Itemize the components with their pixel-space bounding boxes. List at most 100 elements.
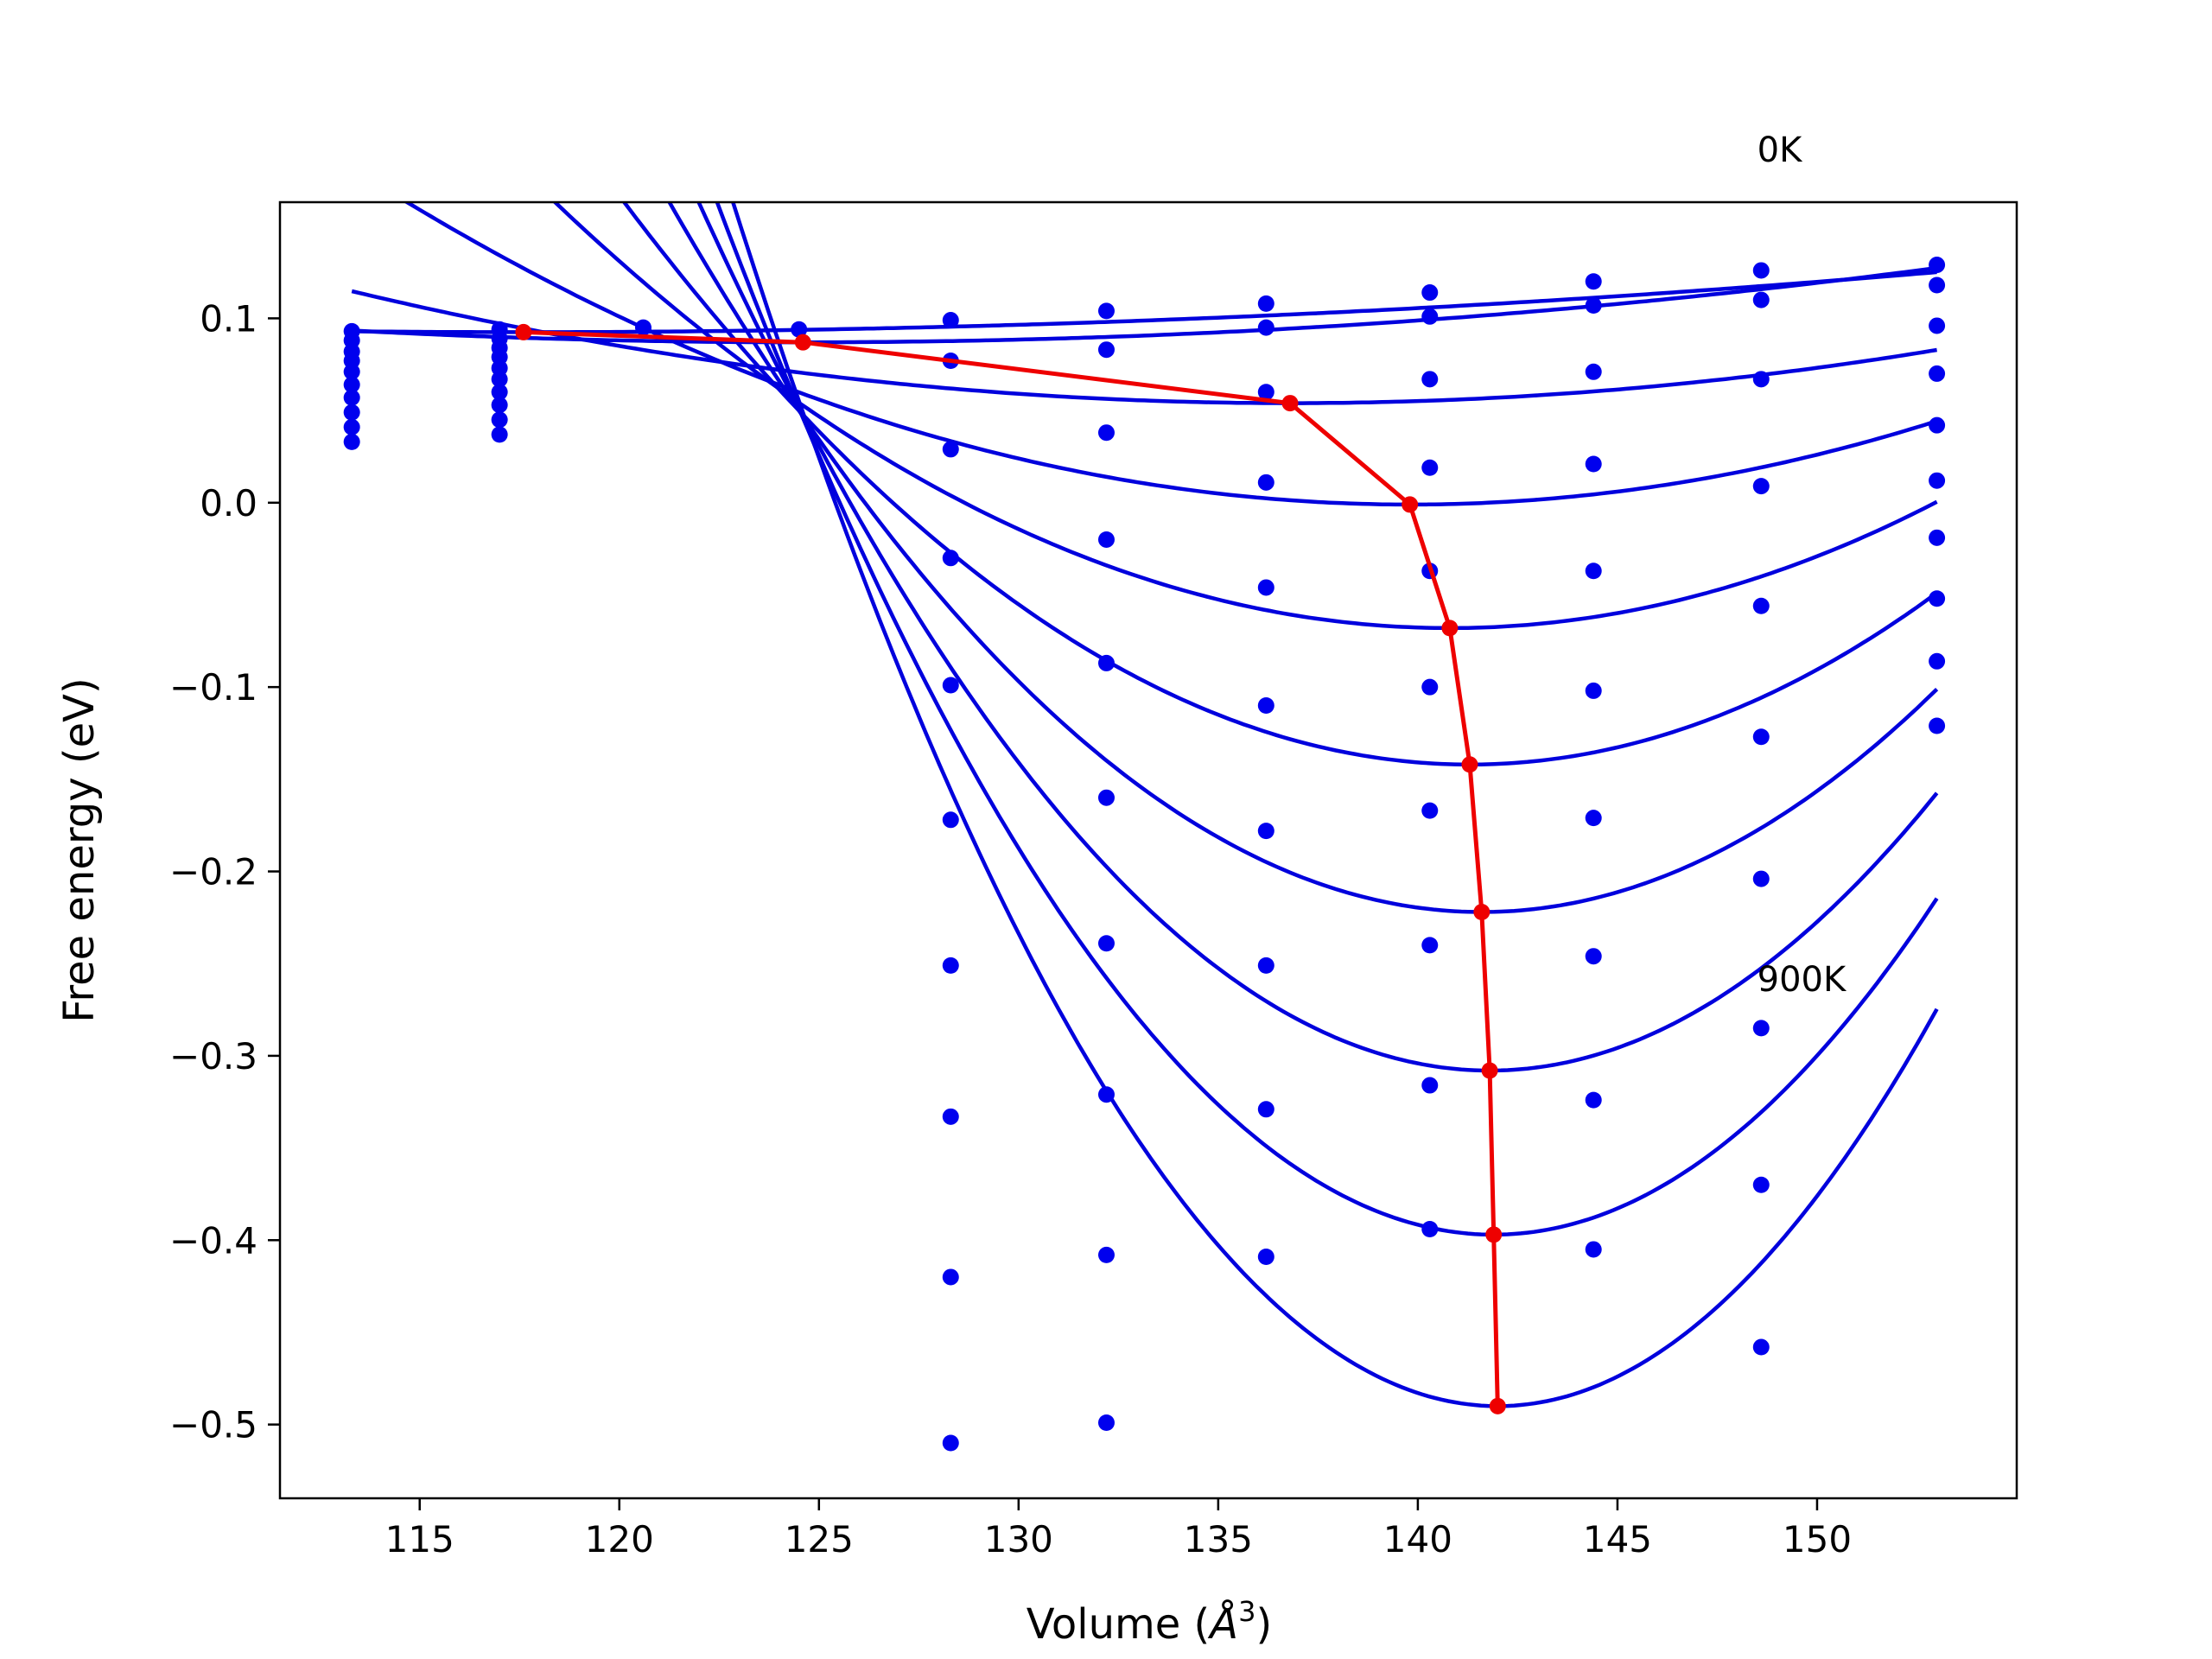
data-point (1752, 371, 1770, 388)
data-point (491, 371, 508, 388)
y-axis-ticks: −0.5 −0.4 −0.3 −0.2 −0.1 0.0 0.1 (169, 297, 280, 1446)
data-point (942, 312, 959, 329)
data-point (1257, 579, 1274, 596)
data-point (1752, 478, 1770, 495)
data-point (1257, 474, 1274, 491)
annotations: 0K 900K (1758, 130, 1847, 1000)
data-point (1929, 590, 1946, 607)
y-tick-label: −0.1 (169, 666, 257, 709)
fit-curve-3 (403, 202, 1938, 507)
data-point (1097, 1414, 1115, 1432)
data-point (1097, 789, 1115, 806)
minimum-point (1481, 1062, 1498, 1079)
y-tick-label: −0.3 (169, 1035, 257, 1077)
data-point (942, 677, 959, 694)
data-point (1929, 472, 1946, 489)
data-points (343, 257, 1946, 1452)
minimum-point (1489, 1397, 1506, 1414)
data-point (1097, 424, 1115, 442)
data-point (1421, 1220, 1439, 1237)
data-point (942, 441, 959, 458)
data-point (1257, 957, 1274, 974)
minimum-point (1441, 620, 1459, 637)
data-point (1097, 341, 1115, 359)
data-point (1752, 262, 1770, 279)
data-point (1752, 870, 1770, 887)
data-point (942, 1108, 959, 1125)
y-tick-label: 0.0 (200, 482, 257, 524)
data-point (1421, 459, 1439, 476)
x-tick-label: 150 (1783, 1518, 1852, 1560)
x-tick-label: 125 (785, 1518, 854, 1560)
data-point (942, 550, 959, 567)
data-point (1752, 728, 1770, 746)
fit-curve-4 (552, 202, 1938, 631)
data-point (343, 418, 360, 435)
data-point (1257, 697, 1274, 715)
data-point (491, 426, 508, 443)
data-point (1421, 308, 1439, 325)
data-point (491, 384, 508, 401)
data-point (791, 321, 808, 338)
data-point (1097, 302, 1115, 320)
fit-curve-1 (352, 265, 1937, 345)
data-point (1257, 295, 1274, 312)
minimum-point (794, 334, 811, 351)
data-point (343, 389, 360, 406)
x-axis-ticks: 115 120 125 130 135 140 145 150 (385, 1498, 1852, 1560)
data-point (1421, 802, 1439, 819)
data-point (1585, 455, 1602, 473)
fit-curve-7 (696, 202, 1939, 1073)
fit-curve-8 (715, 202, 1939, 1237)
minimum-energy-line (515, 323, 1506, 1414)
data-point (1752, 1020, 1770, 1037)
x-tick-label: 115 (385, 1518, 454, 1560)
data-point (1585, 563, 1602, 580)
minimum-point (1402, 496, 1419, 513)
minimum-point (1473, 903, 1491, 920)
annotation-label: 900K (1758, 960, 1847, 1000)
data-point (1097, 1246, 1115, 1263)
x-axis-label-main: Volume ( (1027, 1600, 1211, 1649)
x-axis-label: Volume (Å3) (1027, 1595, 1272, 1649)
data-point (942, 1268, 959, 1286)
data-point (1929, 257, 1946, 274)
data-point (1421, 371, 1439, 388)
x-tick-label: 120 (585, 1518, 654, 1560)
data-point (1585, 682, 1602, 699)
data-point (1585, 948, 1602, 965)
data-point (1752, 1338, 1770, 1356)
data-point (1752, 1176, 1770, 1193)
y-tick-label: −0.5 (169, 1404, 257, 1446)
data-point (1585, 363, 1602, 380)
fitted-curves (351, 202, 1939, 1408)
data-point (1257, 823, 1274, 840)
data-point (1097, 654, 1115, 671)
data-point (1752, 291, 1770, 308)
data-point (1585, 810, 1602, 827)
data-point (1257, 384, 1274, 401)
data-point (1929, 317, 1946, 334)
data-point (942, 1434, 959, 1452)
data-point (1585, 296, 1602, 314)
data-point (1097, 531, 1115, 548)
fit-curve-6 (667, 202, 1939, 914)
data-point (1929, 276, 1946, 294)
data-point (1257, 319, 1274, 336)
data-point (942, 811, 959, 829)
data-point (343, 363, 360, 380)
data-point (1421, 284, 1439, 302)
x-tick-label: 140 (1383, 1518, 1452, 1560)
data-point (343, 404, 360, 421)
fit-curve-9 (730, 202, 1939, 1408)
data-point (1257, 1248, 1274, 1265)
fit-curve-0 (352, 270, 1937, 334)
minimum-point (515, 323, 532, 340)
minimum-point (1485, 1226, 1503, 1243)
data-point (1097, 935, 1115, 952)
y-tick-label: 0.1 (200, 297, 257, 340)
data-point (343, 376, 360, 393)
plot-frame (278, 200, 2018, 1500)
